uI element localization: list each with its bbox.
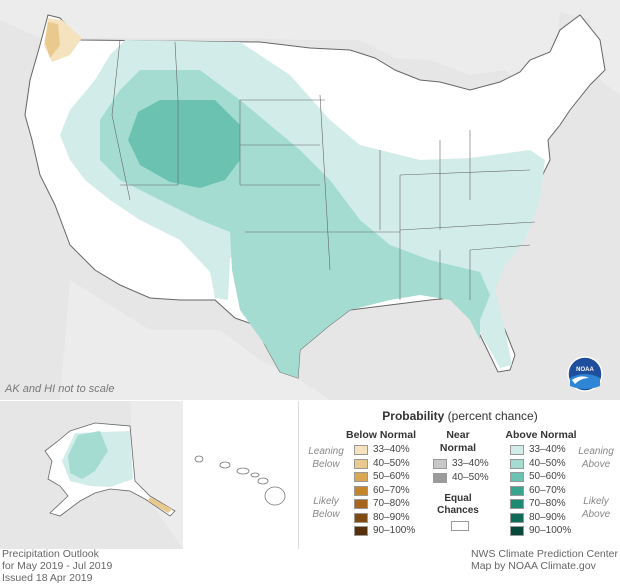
near-normal-swatch bbox=[433, 459, 447, 469]
equal-chances-label-1: Equal bbox=[444, 493, 472, 504]
above-normal-swatch bbox=[510, 526, 524, 536]
above-normal-label: 33–40% bbox=[529, 444, 566, 455]
above-normal-label: 50–60% bbox=[529, 471, 566, 482]
equal-chances-label-2: Chances bbox=[437, 505, 479, 516]
above-normal-heading: Above Normal bbox=[505, 429, 577, 441]
below-normal-swatch bbox=[354, 458, 368, 469]
below-normal-label: 40–50% bbox=[373, 457, 410, 469]
near-normal-heading-1: Near bbox=[446, 429, 470, 441]
above-normal-label: 90–100% bbox=[529, 525, 572, 536]
below-normal-label: 70–80% bbox=[373, 498, 410, 509]
below-normal-label: 33–40% bbox=[373, 444, 410, 455]
above-normal-swatch bbox=[510, 472, 524, 482]
above-normal-label: 70–80% bbox=[529, 498, 566, 509]
below-normal-swatch bbox=[354, 472, 368, 482]
below-normal-region-40 bbox=[45, 22, 60, 58]
conus-svg bbox=[0, 0, 620, 400]
near-normal-heading-2: Normal bbox=[439, 442, 477, 454]
below-normal-heading: Below Normal bbox=[345, 429, 416, 441]
leaning-below-label: Leaning Below bbox=[308, 446, 344, 470]
hawaii-islands bbox=[194, 455, 286, 506]
below-normal-label: 50–60% bbox=[373, 471, 410, 482]
footer-source: NWS Climate Prediction Center bbox=[470, 548, 618, 560]
above-normal-label: 80–90% bbox=[529, 511, 566, 523]
footer-issued-date: Issued 18 Apr 2019 bbox=[2, 572, 93, 584]
below-normal-swatch bbox=[354, 445, 368, 455]
canada-land-ak bbox=[130, 401, 183, 549]
noaa-logo-text: NOAA bbox=[576, 367, 594, 373]
above-normal-swatch bbox=[510, 499, 524, 509]
hawaii-svg bbox=[194, 455, 286, 506]
hawaii-inset bbox=[185, 401, 297, 549]
below-normal-swatch bbox=[354, 512, 368, 523]
above-normal-label: 60–70% bbox=[529, 484, 566, 496]
inset-note: AK and HI not to scale bbox=[5, 383, 115, 395]
alaska-above-40 bbox=[68, 431, 108, 479]
below-normal-label: 60–70% bbox=[373, 484, 410, 496]
footer-right: NWS Climate Prediction Center Map by NOA… bbox=[471, 548, 618, 572]
alaska-below-region bbox=[148, 497, 172, 513]
legend-title-rest: (percent chance) bbox=[447, 409, 538, 423]
above-normal-label: 40–50% bbox=[529, 457, 566, 469]
footer-outlook-period: for May 2019 - Jul 2019 bbox=[2, 560, 113, 572]
canada-land bbox=[0, 0, 620, 95]
legend-title-bold: Probability bbox=[382, 409, 445, 423]
footer-left: Precipitation Outlook for May 2019 - Jul… bbox=[2, 548, 112, 584]
above-normal-swatch bbox=[510, 458, 524, 469]
conus-map: AK and HI not to scale NOAA bbox=[0, 0, 620, 400]
near-normal-label: 40–50% bbox=[452, 471, 489, 483]
leaning-above-label: Leaning Above bbox=[578, 446, 614, 470]
above-normal-swatch bbox=[510, 512, 524, 523]
legend-title: Probability (percent chance) bbox=[299, 409, 620, 423]
above-normal-swatch bbox=[510, 485, 524, 496]
mexico-land bbox=[60, 280, 330, 400]
above-normal-swatch bbox=[510, 445, 524, 455]
below-normal-label: 80–90% bbox=[373, 511, 410, 523]
footer-credit: Map by NOAA Climate.gov bbox=[470, 560, 596, 572]
state-borders bbox=[111, 39, 536, 300]
below-normal-swatch bbox=[354, 499, 368, 509]
below-normal-swatch bbox=[354, 485, 368, 496]
near-normal-swatch bbox=[433, 472, 447, 483]
likely-above-label: Likely Above bbox=[581, 496, 611, 520]
near-normal-label: 33–40% bbox=[452, 458, 489, 469]
legend: Probability (percent chance) Below Norma… bbox=[298, 401, 620, 549]
noaa-logo-icon: NOAA bbox=[567, 356, 603, 392]
below-normal-label: 90–100% bbox=[373, 525, 416, 536]
alaska-inset bbox=[0, 401, 183, 549]
equal-chances-swatch bbox=[451, 521, 469, 531]
alaska-svg bbox=[44, 401, 183, 549]
likely-below-label: Likely Below bbox=[312, 496, 340, 520]
above-normal-region-50 bbox=[128, 100, 240, 188]
footer-outlook-title: Precipitation Outlook bbox=[2, 548, 99, 560]
below-normal-swatch bbox=[354, 526, 368, 536]
